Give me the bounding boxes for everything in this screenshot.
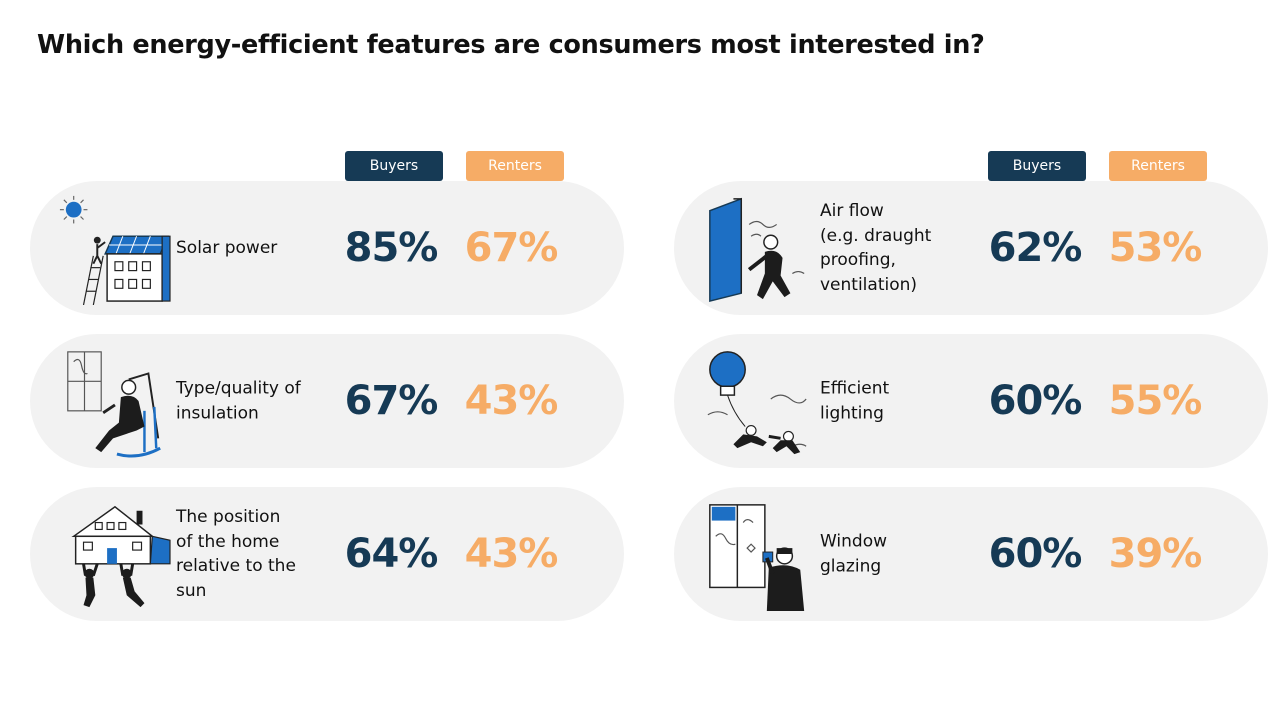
chart-title: Which energy-efficient features are cons… xyxy=(37,30,985,60)
renters-value: 55% xyxy=(1108,378,1203,424)
buyers-value: 60% xyxy=(988,531,1083,577)
lightbulb-balloon-icon xyxy=(698,344,816,458)
feature-card-solar-power: Solar power 85% 67% xyxy=(30,181,624,315)
person-at-window-icon xyxy=(698,497,816,611)
buyers-value: 64% xyxy=(344,531,439,577)
feature-card-window-glazing: Window glazing 60% 39% xyxy=(674,487,1268,621)
person-at-door-icon xyxy=(698,191,816,305)
renters-value: 39% xyxy=(1108,531,1203,577)
renters-value: 67% xyxy=(464,225,559,271)
feature-label: Window glazing xyxy=(820,531,888,577)
buyers-value: 67% xyxy=(344,378,439,424)
legend-renters-left: Renters xyxy=(466,151,564,181)
buyers-value: 62% xyxy=(988,225,1083,271)
legend-buyers-right: Buyers xyxy=(988,151,1086,181)
feature-label: The position of the home relative to the… xyxy=(176,507,296,601)
renters-value: 43% xyxy=(464,531,559,577)
feature-card-air-flow: Air flow (e.g. draught proofing, ventila… xyxy=(674,181,1268,315)
solar-house-icon xyxy=(54,191,172,305)
feature-card-home-position: The position of the home relative to the… xyxy=(30,487,624,621)
renters-value: 43% xyxy=(464,378,559,424)
buyers-value: 85% xyxy=(344,225,439,271)
legend-buyers-left: Buyers xyxy=(345,151,443,181)
feature-card-efficient-lighting: Efficient lighting 60% 55% xyxy=(674,334,1268,468)
feature-label: Solar power xyxy=(176,237,278,258)
person-rocking-chair-icon xyxy=(54,344,172,458)
feature-label: Air flow (e.g. draught proofing, ventila… xyxy=(820,201,932,295)
feature-card-insulation: Type/quality of insulation 67% 43% xyxy=(30,334,624,468)
house-lifted-icon xyxy=(54,497,172,611)
legend-renters-right: Renters xyxy=(1109,151,1207,181)
renters-value: 53% xyxy=(1108,225,1203,271)
feature-label: Type/quality of insulation xyxy=(176,378,301,424)
feature-label: Efficient lighting xyxy=(820,378,890,424)
buyers-value: 60% xyxy=(988,378,1083,424)
